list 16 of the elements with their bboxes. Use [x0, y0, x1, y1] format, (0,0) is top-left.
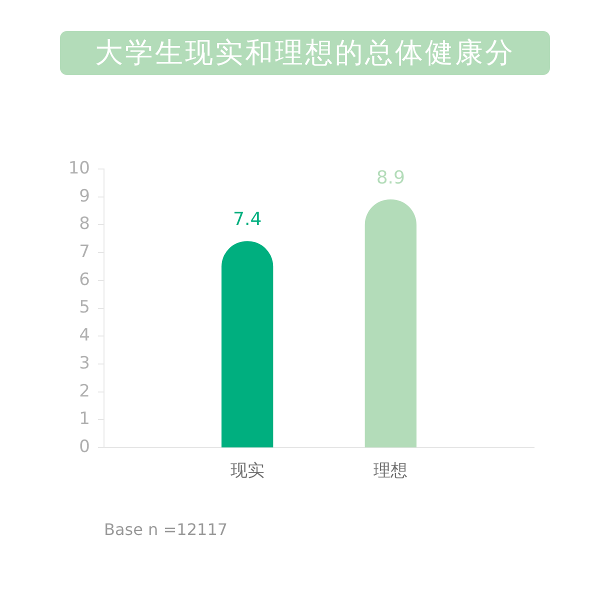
y-tick-label: 8 — [79, 214, 90, 234]
y-tick-label: 2 — [79, 381, 90, 402]
y-tick-label: 0 — [79, 437, 90, 458]
data-label: 7.4 — [233, 209, 262, 230]
y-tick-label: 1 — [79, 409, 90, 430]
y-tick-label: 6 — [79, 270, 90, 290]
data-label: 8.9 — [376, 167, 405, 188]
x-tick-label: 理想 — [374, 461, 408, 482]
y-tick-label: 10 — [68, 158, 90, 178]
x-tick-label: 现实 — [230, 461, 264, 482]
text: Base n =12117 — [104, 520, 228, 539]
y-tick-label: 5 — [79, 298, 90, 318]
y-tick-label: 4 — [79, 326, 90, 346]
y-tick-label: 9 — [79, 186, 90, 206]
y-tick-label: 3 — [79, 353, 90, 374]
y-tick-label: 7 — [79, 242, 90, 262]
